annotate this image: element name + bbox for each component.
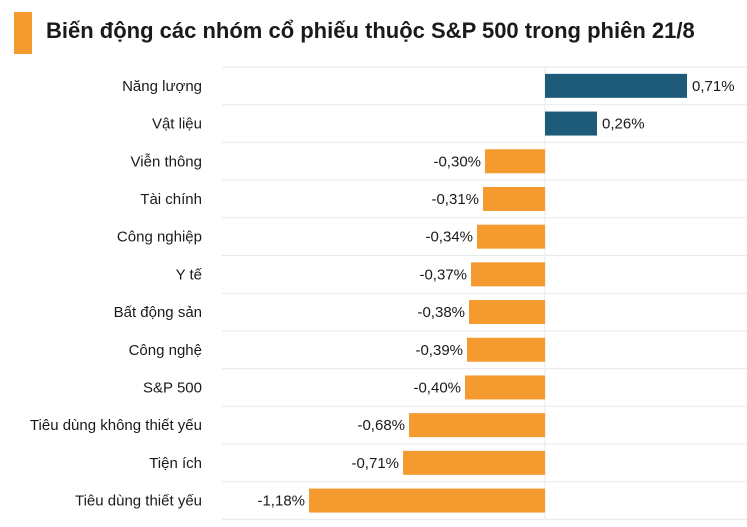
bar <box>309 488 545 513</box>
bar <box>403 450 545 475</box>
category-label: Công nghiệp <box>117 229 202 246</box>
data-label: -0,40% <box>413 379 461 396</box>
data-label: -0,37% <box>419 266 467 283</box>
category-label: Y tế <box>176 266 203 283</box>
category-label: Viễn thông <box>131 153 202 170</box>
bar <box>471 262 545 287</box>
bar <box>545 73 687 98</box>
bar <box>469 300 545 325</box>
category-label: Công nghệ <box>129 342 202 359</box>
bar <box>483 186 545 211</box>
category-label: Tiêu dùng không thiết yếu <box>30 417 202 434</box>
data-label: -0,34% <box>425 229 473 246</box>
data-label: -0,71% <box>351 455 399 472</box>
bar <box>467 337 545 362</box>
category-label: Tiêu dùng thiết yếu <box>75 493 202 510</box>
data-label: -0,68% <box>357 417 405 434</box>
bar <box>465 375 545 400</box>
data-label: -0,30% <box>433 153 481 170</box>
category-label: Bất động sản <box>114 304 202 321</box>
data-label: -1,18% <box>257 493 305 510</box>
category-label: S&P 500 <box>143 379 202 396</box>
data-label: 0,26% <box>602 116 645 133</box>
category-label: Tài chính <box>140 191 202 208</box>
bar <box>409 413 545 438</box>
category-label: Tiện ích <box>149 455 202 472</box>
chart-title: Biến động các nhóm cổ phiếu thuộc S&P 50… <box>46 18 695 43</box>
bar <box>477 224 545 249</box>
data-label: -0,38% <box>417 304 465 321</box>
bar <box>485 149 545 174</box>
bar <box>545 111 597 136</box>
data-label: -0,39% <box>415 342 463 359</box>
data-label: -0,31% <box>431 191 479 208</box>
category-label: Năng lượng <box>122 78 202 95</box>
category-label: Vật liệu <box>152 116 202 133</box>
title-accent-bar <box>14 12 32 54</box>
data-label: 0,71% <box>692 78 735 95</box>
